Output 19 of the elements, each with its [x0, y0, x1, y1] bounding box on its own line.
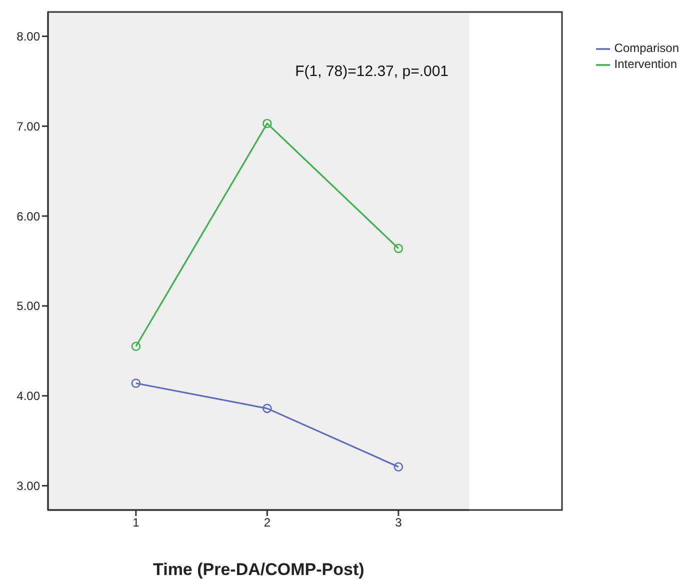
- x-tick-label: 2: [264, 516, 271, 530]
- y-tick-label: 4.00: [16, 389, 40, 404]
- y-tick-label: 3.00: [16, 478, 40, 493]
- y-tick-label: 6.00: [16, 209, 40, 224]
- point: [394, 244, 404, 254]
- annotation: F(1, 78)=12.37, p=.001: [295, 63, 449, 80]
- point: [262, 118, 272, 128]
- point: [262, 404, 272, 414]
- legend-label: Comparison: [614, 41, 679, 55]
- x-axis-title: Time (Pre-DA/COMP-Post): [153, 560, 364, 579]
- x-tick-label: 3: [395, 516, 402, 530]
- x-tick-label: 1: [132, 516, 140, 530]
- legend-label: Intervention: [614, 57, 678, 71]
- point: [394, 462, 404, 472]
- y-tick-label: 5.00: [16, 299, 40, 314]
- y-tick-label: 8.00: [16, 30, 40, 44]
- y-tick-label: 7.00: [16, 119, 40, 134]
- point: [131, 342, 141, 352]
- point: [131, 378, 141, 388]
